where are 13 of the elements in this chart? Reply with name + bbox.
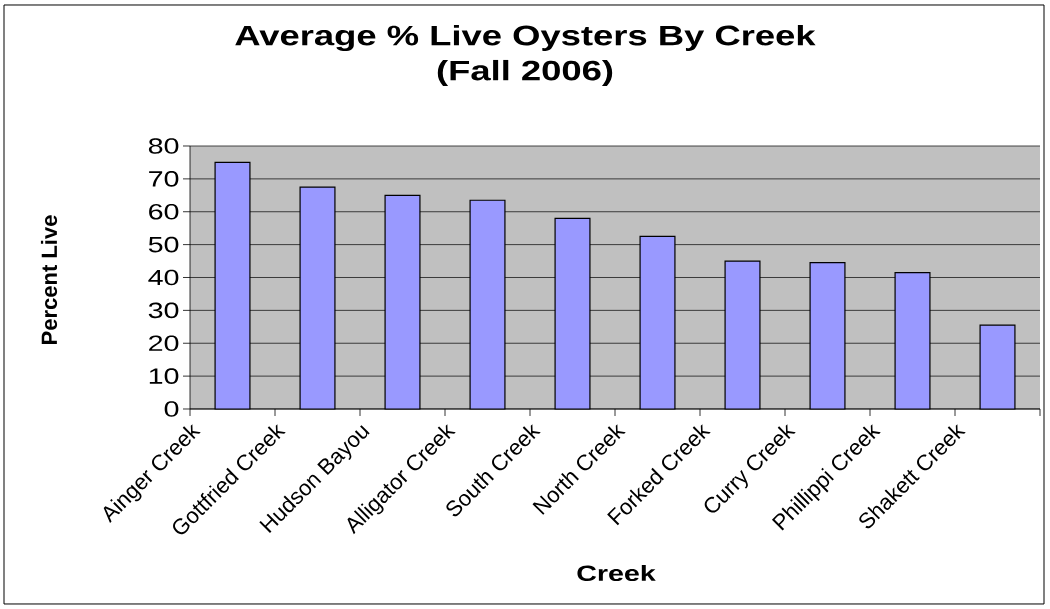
y-tick-label: 30 <box>148 302 179 319</box>
chart-title: Average % Live Oysters By Creek <box>235 24 816 52</box>
y-tick-label: 80 <box>148 138 179 154</box>
y-tick-label: 70 <box>149 171 179 187</box>
y-tick-label: 60 <box>149 203 179 220</box>
y-tick-label: 0 <box>164 401 179 417</box>
y-tick-label: 40 <box>148 269 179 286</box>
y-tick-label: 10 <box>149 368 179 384</box>
y-tick-label: 50 <box>148 236 179 253</box>
y-tick-label: 20 <box>149 335 179 352</box>
chart-subtitle: (Fall 2006) <box>437 59 613 87</box>
x-axis-title: Creek <box>577 564 656 582</box>
y-axis-title: Percent Live <box>40 215 58 344</box>
